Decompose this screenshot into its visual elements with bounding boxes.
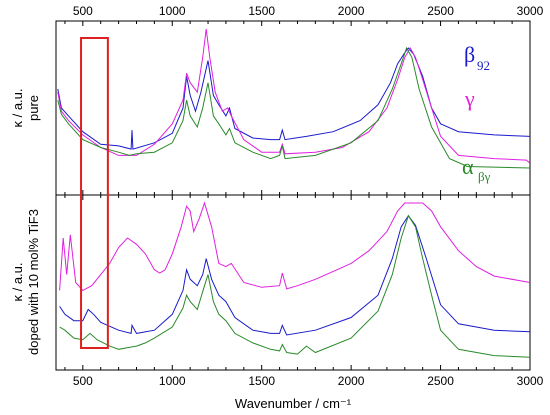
top-ylabel-line2: pure: [26, 95, 41, 121]
bottom-x-tick-label: 2500: [427, 374, 454, 388]
series-line-bottom-2: [59, 214, 530, 358]
series-line-bottom-0: [59, 201, 530, 292]
bottom-x-tick-label: 500: [73, 374, 93, 388]
x-axis-title: Wavenumber / cm⁻¹: [235, 396, 352, 411]
bottom-x-tick-label: 1000: [159, 374, 186, 388]
series-line-top-2: [57, 46, 530, 169]
bottom-ylabel-line2: doped with 10 mol% TiF3: [26, 209, 41, 355]
highlight-box: [80, 37, 109, 349]
bottom-ylabel-line1: κ / a.u.: [10, 262, 25, 301]
top-x-tick-label: 2500: [427, 4, 454, 18]
top-panel-frame: [55, 20, 531, 196]
legend-beta-sub: 92: [477, 58, 490, 73]
top-x-tick-label: 1000: [159, 4, 186, 18]
top-x-tick-label: 1500: [248, 4, 275, 18]
legend-beta-label: β: [464, 42, 475, 67]
bottom-x-tick-label: 2000: [338, 374, 365, 388]
series-line-top-1: [57, 28, 530, 164]
series-line-top-0: [57, 47, 530, 150]
bottom-panel-frame: [55, 194, 531, 371]
top-x-tick-label: 3000: [517, 4, 544, 18]
top-ylabel-line1: κ / a.u.: [10, 88, 25, 127]
top-x-tick-label: 2000: [338, 4, 365, 18]
top-x-tick-label: 500: [73, 4, 93, 18]
top-panel-series: [57, 28, 530, 169]
legend: β 92 γ α βγ: [462, 42, 491, 184]
legend-gamma-label: γ: [464, 86, 475, 111]
bottom-x-tick-label: 3000: [517, 374, 544, 388]
bottom-x-tick-label: 1500: [248, 374, 275, 388]
legend-alpha-sub: βγ: [478, 169, 491, 184]
legend-alpha-label: α: [462, 154, 474, 179]
tick-labels: 500 500 1000 1000 1500 1500 2000 2000 2500 2500 30…: [73, 4, 544, 388]
bottom-panel-series: [59, 201, 530, 358]
series-line-bottom-1: [59, 214, 530, 336]
axis-ticks: [64, 21, 531, 370]
